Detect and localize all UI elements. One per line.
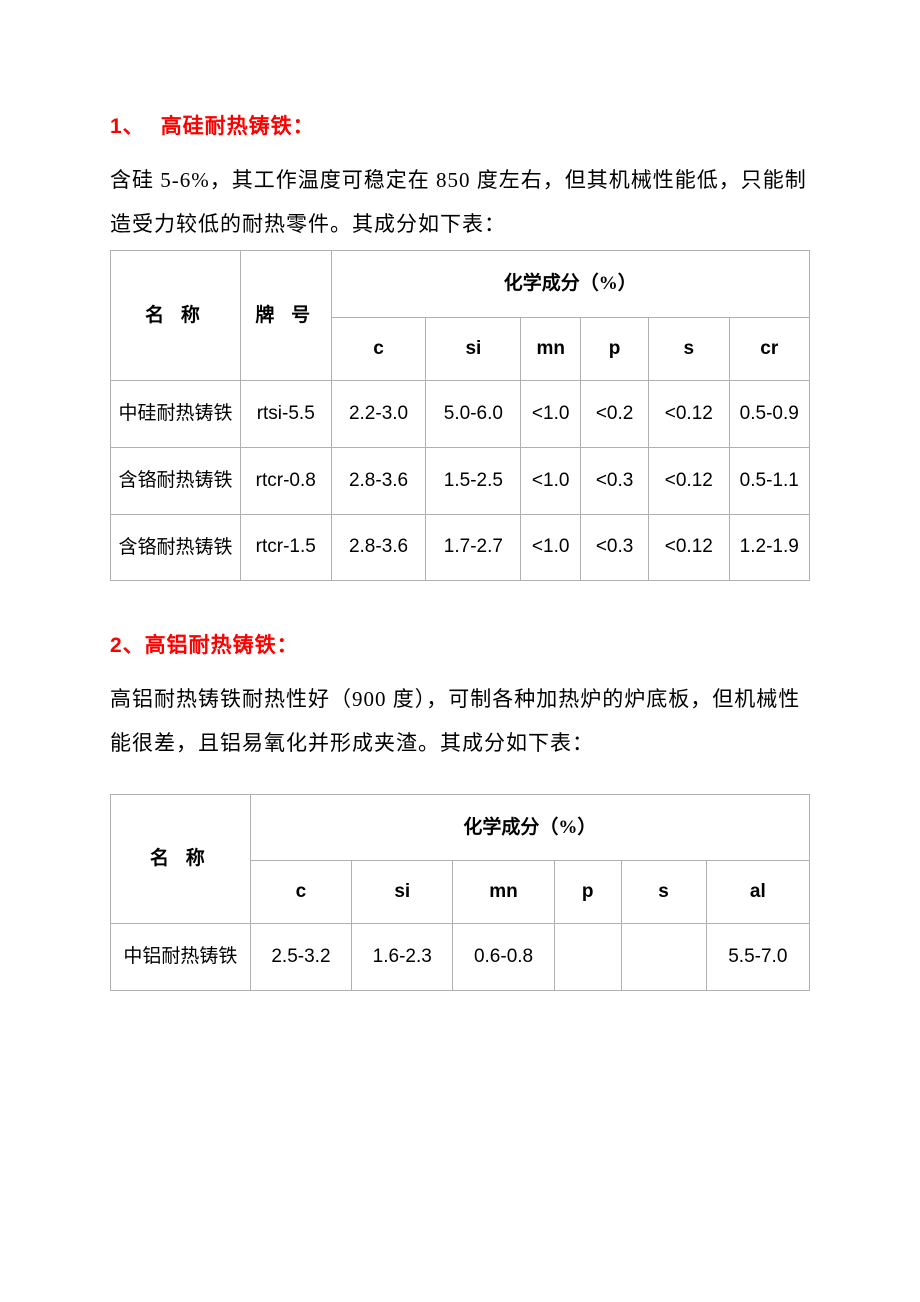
table-1-header-row-1: 名 称 牌 号 化学成分（%） xyxy=(111,251,810,318)
section-2-body: 高铝耐热铸铁耐热性好（900 度），可制各种加热炉的炉底板，但机械性能很差，且铝… xyxy=(110,677,810,765)
table-2-header-name: 名 称 xyxy=(111,794,251,924)
cell-name: 中铝耐热铸铁 xyxy=(111,924,251,991)
cell-c: 2.8-3.6 xyxy=(331,447,426,514)
section-1-body: 含硅 5-6%，其工作温度可稳定在 850 度左右，但其机械性能低，只能制造受力… xyxy=(110,158,810,246)
cell-p: <0.2 xyxy=(581,380,649,447)
section-1: 1、高硅耐热铸铁： 含硅 5-6%，其工作温度可稳定在 850 度左右，但其机械… xyxy=(110,110,810,581)
table-2-col-s: s xyxy=(621,861,706,924)
cell-si: 1.5-2.5 xyxy=(426,447,521,514)
table-1-col-cr: cr xyxy=(729,317,809,380)
table-row: 含铬耐热铸铁 rtcr-0.8 2.8-3.6 1.5-2.5 <1.0 <0.… xyxy=(111,447,810,514)
table-1-col-si: si xyxy=(426,317,521,380)
cell-name: 含铬耐热铸铁 xyxy=(111,447,241,514)
cell-cr: 0.5-1.1 xyxy=(729,447,809,514)
cell-s: <0.12 xyxy=(649,514,729,581)
cell-grade: rtcr-0.8 xyxy=(240,447,331,514)
cell-p: <0.3 xyxy=(581,447,649,514)
table-1-col-p: p xyxy=(581,317,649,380)
table-2-header-row-1: 名 称 化学成分（%） xyxy=(111,794,810,861)
table-2-header-chem: 化学成分（%） xyxy=(250,794,809,861)
cell-si: 1.6-2.3 xyxy=(352,924,453,991)
table-row: 中铝耐热铸铁 2.5-3.2 1.6-2.3 0.6-0.8 5.5-7.0 xyxy=(111,924,810,991)
cell-c: 2.8-3.6 xyxy=(331,514,426,581)
cell-si: 1.7-2.7 xyxy=(426,514,521,581)
heading-1-number: 1、 xyxy=(110,115,145,138)
section-1-heading: 1、高硅耐热铸铁： xyxy=(110,110,810,140)
section-2-heading: 2、高铝耐热铸铁： xyxy=(110,629,810,659)
table-2-col-p: p xyxy=(554,861,621,924)
table-1-col-mn: mn xyxy=(521,317,581,380)
cell-al: 5.5-7.0 xyxy=(706,924,809,991)
table-row: 含铬耐热铸铁 rtcr-1.5 2.8-3.6 1.7-2.7 <1.0 <0.… xyxy=(111,514,810,581)
cell-p: <0.3 xyxy=(581,514,649,581)
table-1-header-name: 名 称 xyxy=(111,251,241,381)
cell-mn: <1.0 xyxy=(521,447,581,514)
table-2-col-c: c xyxy=(250,861,351,924)
cell-cr: 1.2-1.9 xyxy=(729,514,809,581)
heading-1-text: 高硅耐热铸铁： xyxy=(161,115,315,138)
cell-grade: rtcr-1.5 xyxy=(240,514,331,581)
table-2-col-mn: mn xyxy=(453,861,554,924)
table-row: 中硅耐热铸铁 rtsi-5.5 2.2-3.0 5.0-6.0 <1.0 <0.… xyxy=(111,380,810,447)
table-1: 名 称 牌 号 化学成分（%） c si mn p s cr 中硅耐热铸铁 rt… xyxy=(110,250,810,581)
table-1-col-s: s xyxy=(649,317,729,380)
table-2-col-si: si xyxy=(352,861,453,924)
section-2: 2、高铝耐热铸铁： 高铝耐热铸铁耐热性好（900 度），可制各种加热炉的炉底板，… xyxy=(110,629,810,991)
table-1-header-chem: 化学成分（%） xyxy=(331,251,809,318)
cell-c: 2.5-3.2 xyxy=(250,924,351,991)
table-2: 名 称 化学成分（%） c si mn p s al 中铝耐热铸铁 2.5-3.… xyxy=(110,794,810,992)
cell-mn: <1.0 xyxy=(521,380,581,447)
cell-cr: 0.5-0.9 xyxy=(729,380,809,447)
table-1-col-c: c xyxy=(331,317,426,380)
cell-mn: <1.0 xyxy=(521,514,581,581)
cell-c: 2.2-3.0 xyxy=(331,380,426,447)
cell-p xyxy=(554,924,621,991)
cell-s: <0.12 xyxy=(649,380,729,447)
table-1-header-grade: 牌 号 xyxy=(240,251,331,381)
cell-s xyxy=(621,924,706,991)
cell-name: 含铬耐热铸铁 xyxy=(111,514,241,581)
cell-s: <0.12 xyxy=(649,447,729,514)
cell-name: 中硅耐热铸铁 xyxy=(111,380,241,447)
cell-si: 5.0-6.0 xyxy=(426,380,521,447)
cell-mn: 0.6-0.8 xyxy=(453,924,554,991)
cell-grade: rtsi-5.5 xyxy=(240,380,331,447)
table-2-col-al: al xyxy=(706,861,809,924)
